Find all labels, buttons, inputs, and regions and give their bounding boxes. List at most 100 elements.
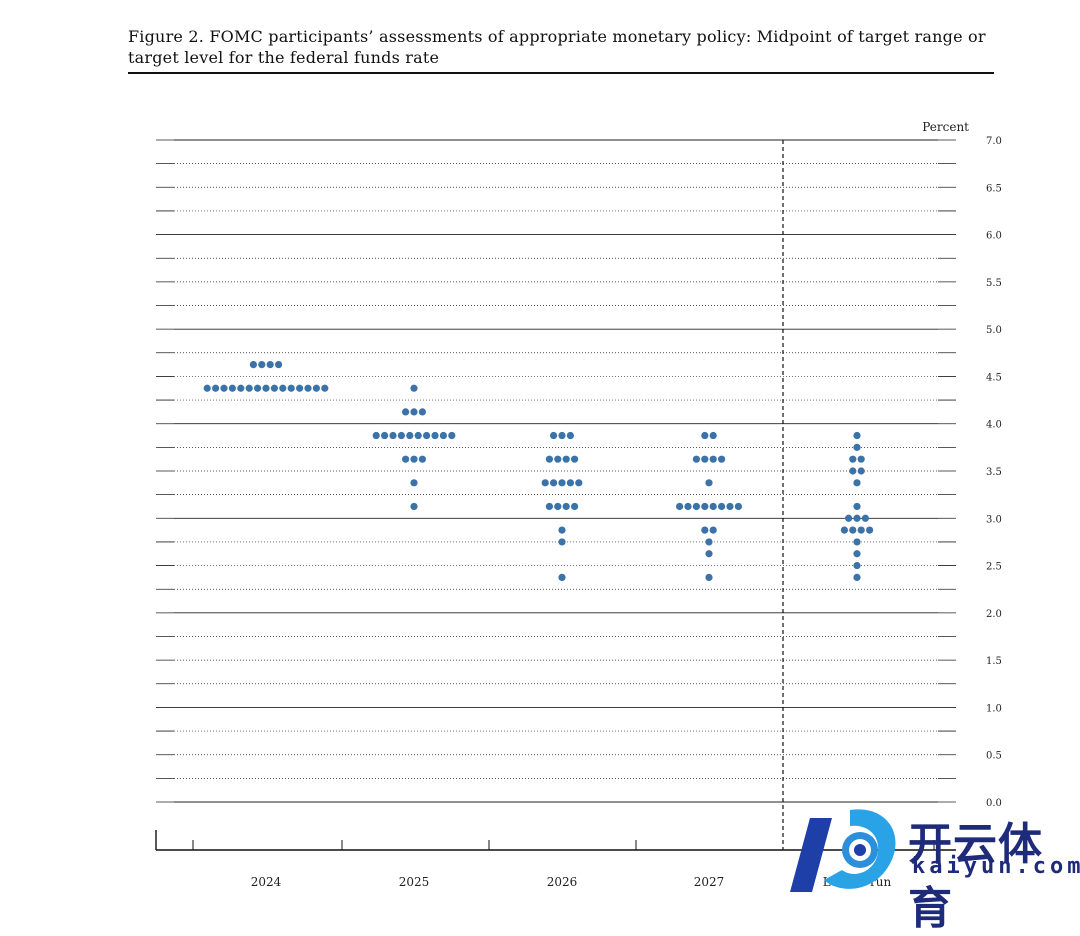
dot-2024 bbox=[266, 361, 274, 369]
dot-2024 bbox=[220, 384, 228, 392]
dot-2027 bbox=[709, 502, 717, 511]
dot-longer-run bbox=[866, 526, 874, 534]
dot-2027 bbox=[701, 455, 709, 463]
dot-2026 bbox=[558, 538, 566, 546]
dot-2027 bbox=[734, 502, 743, 511]
grid-lines bbox=[156, 139, 956, 803]
dot-2025 bbox=[402, 455, 410, 463]
y-tick-label: 2.5 bbox=[986, 562, 1002, 573]
dot-2024 bbox=[270, 384, 278, 392]
dot-2027 bbox=[684, 502, 692, 511]
dot-2025 bbox=[448, 431, 456, 440]
dot-2024 bbox=[228, 384, 236, 392]
dot-2025 bbox=[414, 431, 422, 440]
dot-2027 bbox=[718, 502, 726, 511]
y-tick-label: 2.0 bbox=[986, 609, 1002, 620]
y-tick-label: 5.5 bbox=[986, 278, 1002, 289]
y-tick-label: 7.0 bbox=[986, 136, 1002, 147]
dot-2027 bbox=[705, 479, 713, 487]
dot-longer-run bbox=[857, 455, 865, 463]
dot-2024 bbox=[279, 384, 287, 392]
dot-2025 bbox=[418, 455, 426, 463]
dot-2026 bbox=[571, 502, 579, 511]
y-tick-label: 0.5 bbox=[986, 751, 1002, 762]
dot-longer-run bbox=[853, 550, 861, 558]
dot-2027 bbox=[705, 538, 713, 546]
dot-2027 bbox=[709, 431, 717, 440]
dot-longer-run bbox=[853, 514, 861, 522]
dot-longer-run bbox=[853, 538, 861, 546]
dot-2025 bbox=[410, 479, 418, 487]
dot-2025 bbox=[397, 431, 405, 440]
x-category-label: 2024 bbox=[251, 875, 282, 889]
dot-2026 bbox=[554, 502, 562, 511]
dot-longer-run bbox=[840, 526, 849, 534]
kaiyun-logo-icon bbox=[790, 809, 896, 892]
x-category-label: 2026 bbox=[547, 875, 578, 889]
dot-longer-run bbox=[849, 467, 857, 475]
y-tick-label: 3.0 bbox=[986, 514, 1002, 525]
dot-2024 bbox=[304, 384, 312, 392]
dot-2024 bbox=[249, 361, 257, 369]
y-tick-label: 1.0 bbox=[986, 703, 1002, 714]
dot-2024 bbox=[237, 384, 245, 392]
dot-2027 bbox=[676, 502, 684, 511]
dot-2026 bbox=[562, 502, 570, 511]
dot-2026 bbox=[575, 479, 583, 487]
dot-longer-run bbox=[857, 526, 865, 534]
dot-2027 bbox=[692, 502, 701, 511]
y-tick-label: 4.5 bbox=[986, 372, 1002, 383]
y-axis-label: Percent bbox=[922, 120, 969, 134]
dot-2026 bbox=[558, 573, 566, 581]
y-tick-label: 5.0 bbox=[986, 325, 1002, 336]
dot-longer-run bbox=[857, 467, 865, 475]
dot-2027 bbox=[718, 455, 726, 463]
dot-2024 bbox=[287, 384, 295, 392]
dot-2025 bbox=[381, 431, 389, 440]
dot-2025 bbox=[410, 502, 418, 511]
dot-2027 bbox=[709, 526, 717, 534]
dot-2026 bbox=[541, 479, 549, 487]
dot-2027 bbox=[692, 455, 701, 463]
dot-2024 bbox=[296, 384, 304, 392]
dot-2026 bbox=[566, 431, 575, 440]
dot-longer-run bbox=[853, 502, 861, 511]
y-tick-label: 6.0 bbox=[986, 231, 1002, 242]
dot-2025 bbox=[418, 408, 426, 416]
dots bbox=[203, 361, 874, 581]
dot-2025 bbox=[406, 431, 414, 440]
dot-2026 bbox=[545, 455, 554, 463]
dot-2027 bbox=[701, 526, 709, 534]
dot-longer-run bbox=[849, 526, 857, 534]
dot-2024 bbox=[262, 384, 270, 392]
x-category-label: 2027 bbox=[694, 875, 725, 889]
dot-longer-run bbox=[861, 514, 870, 522]
dot-2025 bbox=[410, 408, 418, 416]
dot-2027 bbox=[726, 502, 734, 511]
dot-2025 bbox=[372, 431, 380, 440]
x-category-label: 2025 bbox=[399, 875, 430, 889]
dot-2025 bbox=[389, 431, 397, 440]
dot-plot-chart: 0.0 0.5 1.0 1.5 2.0 2.5 3.0 3.5 4.0 4.5 5.0 5.5 6.0 6… bbox=[155, 120, 1002, 889]
y-tick-label: 6.5 bbox=[986, 183, 1002, 194]
dot-2024 bbox=[321, 384, 329, 392]
dot-2026 bbox=[558, 526, 566, 534]
dot-longer-run bbox=[853, 573, 861, 581]
dot-2026 bbox=[562, 455, 570, 463]
y-tick-label: 3.5 bbox=[986, 467, 1002, 478]
dot-2025 bbox=[423, 431, 431, 440]
dot-longer-run bbox=[853, 431, 861, 440]
dot-2026 bbox=[545, 502, 554, 511]
dot-2024 bbox=[254, 384, 262, 392]
dot-2026 bbox=[550, 431, 558, 440]
dot-2027 bbox=[701, 431, 709, 440]
dot-2024 bbox=[212, 384, 220, 392]
dot-2025 bbox=[410, 384, 418, 392]
dot-2025 bbox=[402, 408, 410, 416]
dot-2026 bbox=[566, 479, 575, 487]
y-tick-label: 0.0 bbox=[986, 798, 1002, 809]
dot-2027 bbox=[709, 455, 717, 463]
dot-longer-run bbox=[845, 514, 853, 522]
dot-2025 bbox=[410, 455, 418, 463]
dot-2026 bbox=[558, 431, 566, 440]
